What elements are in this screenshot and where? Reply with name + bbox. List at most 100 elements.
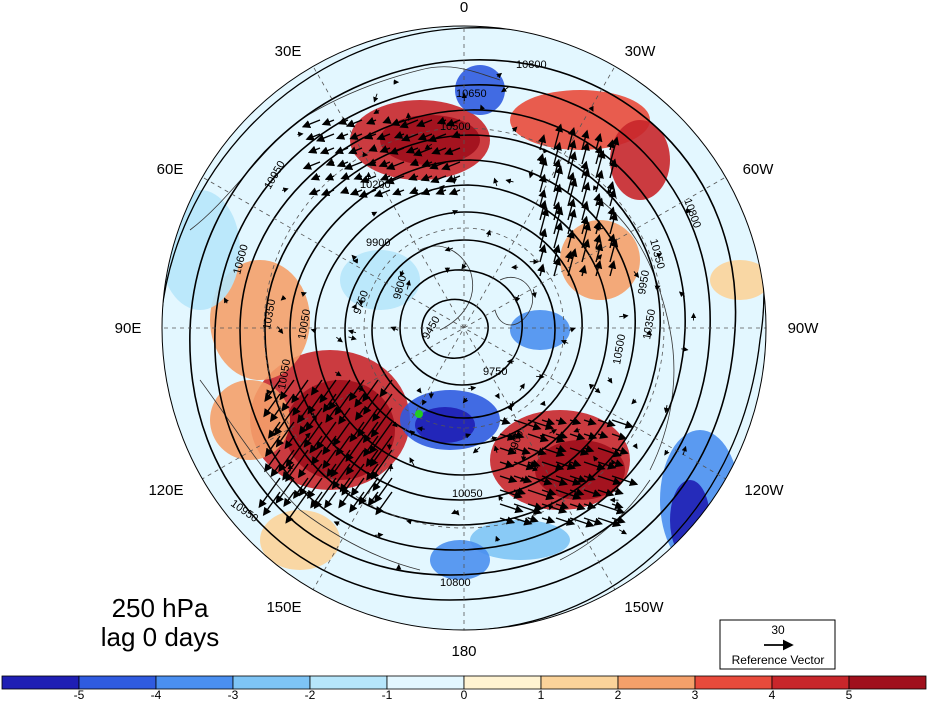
wave-vector	[277, 326, 284, 335]
wave-vector	[499, 503, 524, 514]
wave-vector	[611, 515, 626, 524]
wave-vector	[335, 435, 351, 457]
wave-vector	[527, 502, 544, 511]
wave-vector	[527, 419, 555, 431]
anomaly-patch	[610, 120, 670, 200]
wave-vector	[569, 432, 586, 441]
wave-vector	[588, 105, 594, 112]
wave-vector	[560, 339, 569, 345]
anomaly-patch	[210, 380, 290, 460]
wave-vector	[372, 393, 393, 422]
lon-label-150e: 150E	[266, 599, 301, 616]
wave-vector	[527, 514, 539, 523]
wave-vector	[664, 449, 670, 456]
colorbar: -5 -4 -3 -2 -1 0 1 2 3 4 5	[1, 675, 927, 702]
wave-vector	[567, 248, 578, 277]
wave-vector	[597, 419, 616, 428]
wave-vector	[347, 329, 357, 335]
wave-vector	[406, 519, 412, 525]
wave-vector	[594, 259, 603, 277]
colorbar-swatch	[155, 675, 234, 690]
colorbar-swatch	[540, 675, 619, 690]
wave-activity-vectors	[224, 72, 697, 570]
anomaly-patch	[470, 520, 570, 560]
wave-vector	[501, 86, 509, 93]
reference-vector-label: Reference Vector	[732, 653, 825, 667]
wave-vector	[531, 466, 539, 472]
wave-vector	[281, 187, 289, 193]
wave-vector	[405, 279, 411, 290]
wave-vector	[619, 313, 629, 319]
wave-vector	[513, 517, 533, 526]
wave-vector	[609, 238, 619, 263]
wave-vector	[656, 253, 663, 259]
wave-vector	[566, 229, 575, 249]
wave-vector	[581, 238, 591, 263]
wave-vector	[320, 188, 335, 197]
wave-vector	[336, 336, 343, 343]
wave-vector	[541, 515, 556, 524]
wave-vector	[541, 433, 566, 444]
colorbar-swatch	[617, 675, 696, 690]
colorbar-swatch	[848, 675, 927, 690]
wave-vector	[578, 264, 587, 277]
title-level: 250 hPa	[112, 593, 209, 623]
wave-vector	[633, 271, 640, 278]
wave-vector	[472, 446, 481, 454]
wave-vector	[555, 417, 568, 425]
wave-vector	[371, 211, 378, 217]
contour-label: 10800	[516, 59, 547, 71]
wave-vector	[416, 387, 422, 394]
wave-vector	[373, 108, 380, 114]
wave-vector	[304, 432, 311, 439]
wave-vector	[555, 431, 568, 440]
wave-vector	[597, 475, 622, 486]
wave-vector	[461, 262, 467, 270]
wave-vector	[401, 133, 419, 142]
wave-vector	[485, 229, 492, 238]
wave-vector	[549, 429, 558, 435]
colorbar-tick-label: -4	[151, 688, 162, 702]
wave-vector	[297, 131, 304, 138]
lon-label-60w: 60W	[743, 161, 775, 178]
wave-vector	[332, 421, 351, 447]
wave-vector	[569, 327, 576, 333]
height-contours	[162, 27, 765, 630]
wave-vector	[611, 487, 624, 496]
wave-vector	[308, 187, 321, 196]
reference-point-marker	[415, 410, 423, 418]
wave-vector	[611, 475, 639, 487]
wave-vector	[348, 146, 363, 155]
colorbar-tick-label: 3	[692, 688, 699, 702]
wave-vector	[376, 132, 391, 141]
wave-vector	[345, 119, 363, 128]
wave-vector	[341, 463, 365, 496]
title-lag: lag 0 days	[101, 622, 220, 652]
wave-vector	[513, 503, 543, 515]
wave-vector	[631, 398, 638, 405]
wave-vector	[588, 383, 595, 390]
wave-vector	[513, 487, 526, 496]
lon-label-150w: 150W	[624, 599, 664, 616]
wave-vector	[444, 147, 461, 156]
anomaly-patch	[210, 260, 310, 380]
wave-vector	[307, 477, 323, 499]
wave-vector	[597, 517, 622, 528]
wave-vector	[322, 449, 337, 469]
wave-vector	[298, 463, 323, 497]
wave-vector	[345, 449, 365, 476]
contour-label: 10050	[452, 488, 483, 500]
wave-vector	[319, 379, 337, 404]
wave-vector	[569, 488, 585, 497]
wave-vector	[555, 489, 582, 500]
wave-vector	[597, 447, 622, 458]
lon-label-120e: 120E	[148, 482, 183, 499]
anomaly-patch	[710, 260, 766, 300]
wave-vector	[594, 225, 604, 232]
wave-vector	[325, 407, 337, 423]
wave-vector	[678, 291, 685, 298]
lon-label-60e: 60E	[157, 161, 184, 178]
wave-vector	[494, 392, 500, 399]
wave-vector	[519, 476, 528, 482]
